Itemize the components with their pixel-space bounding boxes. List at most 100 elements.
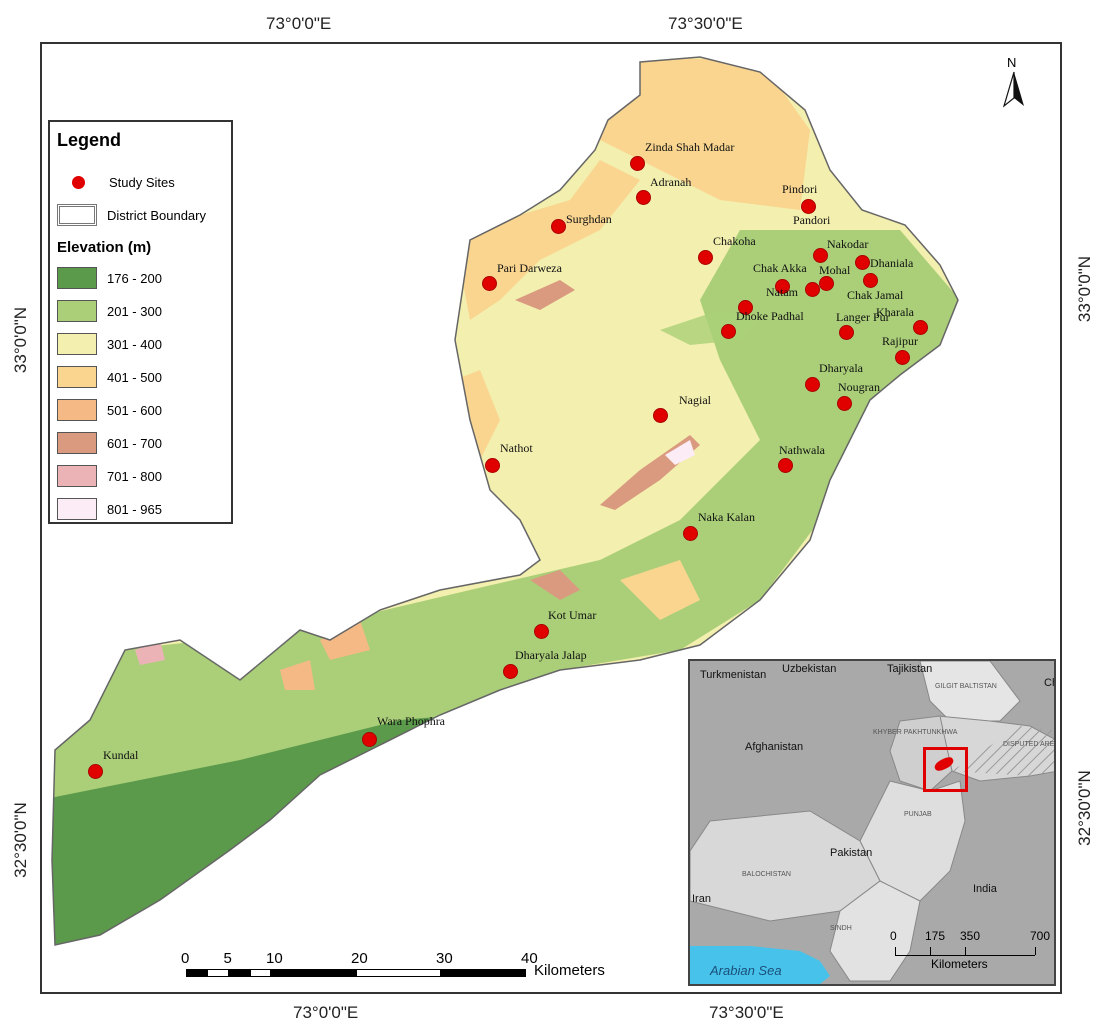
study-site-marker-nakodar	[813, 248, 828, 263]
scale-tick-label: 40	[521, 950, 538, 967]
study-site-marker-nathwala	[778, 458, 793, 473]
inset-country-label: Turkmenistan	[700, 669, 767, 681]
study-site-label-kharala: Kharala	[876, 305, 914, 319]
map-legend: Legend Study Sites District Boundary Ele…	[48, 120, 233, 524]
study-site-marker-chak-jamal	[863, 273, 878, 288]
study-site-marker-kharala	[913, 320, 928, 335]
study-site-marker-surghdan	[551, 219, 566, 234]
left-lat-label-2: 32°30'0"N	[11, 802, 30, 878]
study-site-label-pari-darweza: Pari Darweza	[497, 261, 562, 275]
study-site-marker-dhoke-padhal	[721, 324, 736, 339]
top-lon-label-2: 73°30'0"E	[668, 14, 743, 33]
study-site-marker-nougran	[837, 396, 852, 411]
study-site-marker-mohal	[819, 276, 834, 291]
study-site-marker-nathot	[485, 458, 500, 473]
legend-elevation-swatch	[57, 300, 97, 322]
study-site-label-chakoha: Chakoha	[713, 234, 756, 248]
scale-segment	[441, 969, 526, 977]
study-site-label-naka-kalan: Naka Kalan	[698, 510, 755, 524]
legend-elevation-label: 501 - 600	[107, 402, 162, 418]
study-site-label-dharyala-jalap: Dharyala Jalap	[515, 648, 587, 662]
scale-segment	[271, 969, 356, 977]
scale-tick-label: 0	[181, 950, 190, 967]
inset-country-label: India	[973, 883, 997, 895]
scale-segment	[228, 969, 250, 977]
legend-elevation-swatch	[57, 399, 97, 421]
inset-map: Turkmenistan Uzbekistan Tajikistan China Afg…	[688, 659, 1056, 986]
inset-scale-tick-label: 0	[890, 929, 897, 943]
study-site-marker-wara-phophra	[362, 732, 377, 747]
district-boundary-symbol	[57, 204, 97, 226]
inset-country-label: Pakistan	[830, 847, 873, 859]
study-site-marker-dharyala	[805, 377, 820, 392]
inset-sea-label: Arabian Sea	[710, 963, 782, 978]
inset-country-label: Tajikistan	[887, 663, 933, 675]
study-site-marker-extra	[805, 282, 820, 297]
scale-tick-label: 30	[436, 950, 453, 967]
inset-scale-tick	[930, 947, 931, 955]
study-site-label-chak-akka: Chak Akka	[753, 261, 807, 275]
study-site-marker-dhaniala	[855, 255, 870, 270]
study-site-label-zinda-shah-madar: Zinda Shah Madar	[645, 140, 735, 154]
scale-bar: 0 5 10 20 30 40 Kilometers	[181, 950, 626, 990]
study-site-label-nakodar: Nakodar	[827, 237, 869, 251]
inset-region-label: GILGIT BALTISTAN	[935, 683, 997, 690]
inset-scale-bar: 0 175 350 700 Kilometers	[890, 929, 1050, 984]
inset-region-label: PUNJAB	[904, 811, 932, 818]
study-site-marker-pindori	[801, 199, 816, 214]
study-site-label-langer-pur: Langer Pur	[836, 310, 890, 324]
scale-segment	[186, 969, 208, 977]
study-site-label-pandori: Pandori	[793, 213, 831, 227]
legend-elevation-label: 401 - 500	[107, 369, 162, 385]
inset-country-label: Uzbekistan	[782, 663, 837, 675]
legend-elevation-class: 501 - 600	[57, 399, 162, 421]
legend-elevation-swatch	[57, 333, 97, 355]
study-site-marker-dharyala-jalap	[503, 664, 518, 679]
legend-elevation-label: 701 - 800	[107, 468, 162, 484]
study-site-marker-zinda-shah-madar	[630, 156, 645, 171]
study-site-label-nathwala: Nathwala	[779, 443, 825, 457]
study-site-label-mohal: Mohal	[819, 263, 851, 277]
legend-elevation-label: 801 - 965	[107, 501, 162, 517]
legend-elevation-label: 601 - 700	[107, 435, 162, 451]
study-site-label-kundal: Kundal	[103, 748, 139, 762]
inset-scale-tick	[1035, 947, 1036, 955]
study-site-label-dhaniala: Dhaniala	[870, 256, 914, 270]
study-site-marker-rajipur	[895, 350, 910, 365]
inset-scale-line	[895, 955, 1035, 956]
study-site-label-adranah: Adranah	[650, 175, 692, 189]
inset-scale-unit-label: Kilometers	[931, 957, 988, 971]
study-site-marker-kundal	[88, 764, 103, 779]
study-site-label-nagial: Nagial	[679, 393, 711, 407]
legend-elevation-class: 201 - 300	[57, 300, 162, 322]
legend-elevation-swatch	[57, 498, 97, 520]
inset-country-label: Iran	[692, 893, 711, 905]
legend-elevation-title: Elevation (m)	[57, 239, 152, 256]
study-site-label-nathot: Nathot	[500, 441, 533, 455]
study-site-marker-kot-umar	[534, 624, 549, 639]
study-site-label-dharyala: Dharyala	[819, 361, 863, 375]
inset-scale-tick-label: 700	[1030, 929, 1051, 943]
right-lat-label-1: 33°0'0"N	[1075, 255, 1094, 323]
study-site-label-chak-jamal: Chak Jamal	[847, 288, 904, 302]
legend-elevation-label: 176 - 200	[107, 270, 162, 286]
inset-scale-tick	[895, 947, 896, 955]
legend-elevation-class: 801 - 965	[57, 498, 162, 520]
study-site-marker-naka-kalan	[683, 526, 698, 541]
inset-study-area-highlight	[923, 747, 968, 792]
study-site-marker-nagial	[653, 408, 668, 423]
inset-scale-tick-label: 175	[925, 929, 946, 943]
inset-map-shapes	[690, 661, 1054, 984]
scale-segment	[249, 969, 271, 977]
legend-row-study-sites: Study Sites	[57, 172, 175, 192]
inset-country-label: Afghanistan	[745, 741, 804, 753]
scale-tick-label: 10	[266, 950, 283, 967]
scale-tick-label: 20	[351, 950, 368, 967]
study-site-label-pindori: Pindori	[782, 182, 818, 196]
right-lat-label-2: 32°30'0"N	[1075, 770, 1094, 846]
study-site-label-nougran: Nougran	[838, 380, 880, 394]
legend-elevation-swatch	[57, 267, 97, 289]
study-site-marker-chak-akka	[775, 279, 790, 294]
study-site-label-natam: Natam	[766, 285, 798, 299]
study-site-marker-adranah	[636, 190, 651, 205]
